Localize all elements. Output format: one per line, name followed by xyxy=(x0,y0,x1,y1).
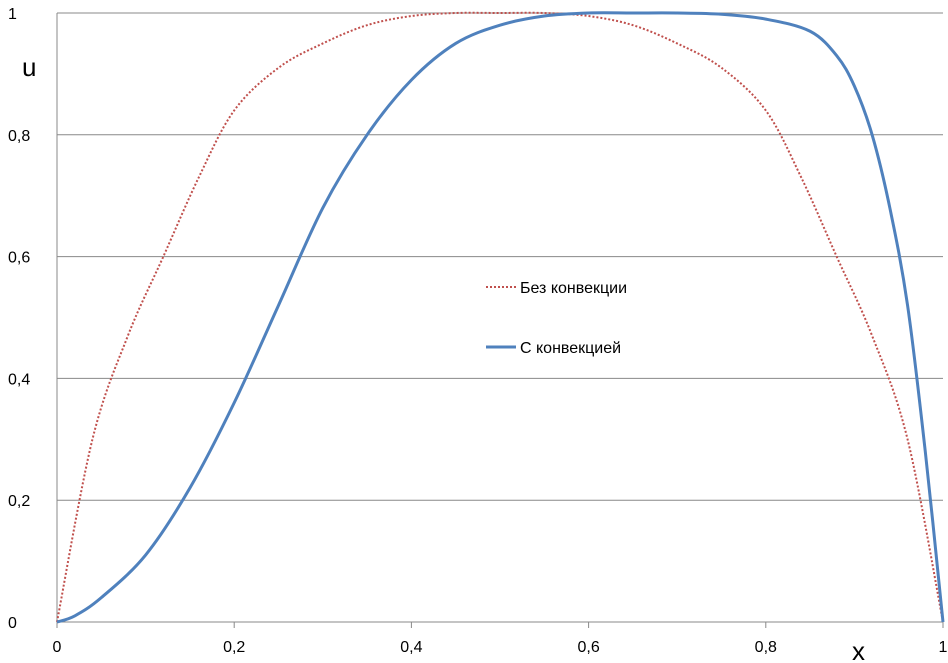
x-tick-label: 0,4 xyxy=(400,639,422,656)
grid-lines xyxy=(57,12,943,501)
y-tick-label: 0,8 xyxy=(8,128,30,145)
legend: Без конвекции С конвекцией xyxy=(486,280,627,357)
series-line-2 xyxy=(56,11,945,624)
legend-label-1: Без конвекции xyxy=(520,280,627,297)
x-tick-label: 0,2 xyxy=(223,639,245,656)
axes xyxy=(56,13,944,628)
series-lines xyxy=(56,11,945,624)
x-tick-label: 0,6 xyxy=(577,639,599,656)
y-axis-title: u xyxy=(22,52,36,82)
y-tick-label: 0,4 xyxy=(8,371,30,388)
x-axis-title: x xyxy=(852,636,865,663)
y-tick-label: 0 xyxy=(8,615,17,632)
y-tick-label: 0,2 xyxy=(8,493,30,510)
y-tick-label: 1 xyxy=(8,6,17,23)
x-tick-label: 0,8 xyxy=(755,639,777,656)
tick-labels: 0 0,2 0,4 0,6 0,8 1 0 0,2 0,4 0,6 0,8 1 xyxy=(8,6,948,656)
y-tick-label: 0,6 xyxy=(8,250,30,267)
x-tick-label: 1 xyxy=(939,639,948,656)
legend-label-2: С конвекцией xyxy=(520,340,621,357)
series-line-1 xyxy=(56,11,944,623)
x-tick-label: 0 xyxy=(53,639,62,656)
